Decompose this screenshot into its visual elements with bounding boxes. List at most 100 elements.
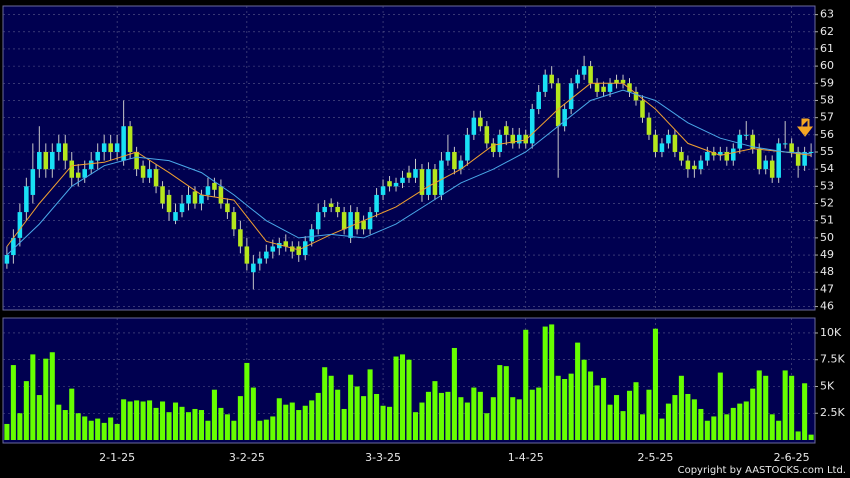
volume-bar: [691, 399, 697, 440]
x-tick-label: 2-6-25: [774, 451, 810, 464]
volume-bar: [594, 385, 600, 440]
candle-body: [348, 212, 353, 238]
candle-body: [328, 203, 334, 207]
y-tick-label: 49: [820, 248, 834, 261]
y-tick-label: 50: [820, 231, 834, 244]
volume-bar: [665, 403, 671, 440]
volume-bar: [646, 389, 652, 440]
volume-bar: [380, 405, 386, 440]
y-tick-label: 51: [820, 214, 834, 227]
candle-body: [309, 229, 314, 242]
candle-body: [802, 151, 807, 166]
volume-bar: [134, 400, 140, 440]
volume-bar: [464, 402, 470, 440]
copyright: Copyright by AASTOCKS.com Ltd.: [678, 465, 846, 476]
candle-body: [497, 134, 503, 152]
volume-bar: [614, 395, 620, 440]
candle-body: [491, 143, 496, 152]
volume-bar: [30, 354, 36, 440]
volume-bar: [10, 365, 16, 440]
candle-body: [510, 134, 516, 144]
volume-bar: [730, 407, 736, 440]
volume-bar: [211, 389, 217, 440]
candle-body: [795, 151, 801, 166]
volume-bar: [633, 382, 639, 440]
candle-body: [763, 160, 768, 170]
volume-bar: [438, 392, 444, 440]
volume-bar: [685, 393, 691, 440]
candle-body: [705, 151, 710, 161]
volume-bar: [510, 397, 516, 440]
volume-bar: [529, 389, 535, 440]
volume-bar: [406, 359, 412, 440]
candle-body: [698, 160, 704, 170]
candle-body: [199, 194, 204, 204]
volume-bar: [17, 413, 23, 440]
candle-body: [302, 241, 308, 256]
volume-bar: [484, 413, 490, 440]
candle-body: [439, 160, 444, 195]
volume-bar: [808, 434, 814, 440]
candle-body: [361, 220, 366, 230]
y-tick-label: 52: [820, 197, 834, 210]
candle-body: [296, 246, 302, 256]
candle-body: [666, 134, 671, 144]
volume-bar: [542, 326, 548, 440]
volume-bar: [672, 395, 678, 440]
volume-bar: [108, 417, 114, 440]
volume-bar: [69, 388, 75, 440]
volume-bar: [82, 416, 88, 440]
candle-body: [335, 206, 340, 213]
candle-body: [354, 212, 360, 230]
volume-bar: [620, 411, 626, 440]
volume-bar: [56, 404, 62, 440]
volume-bar: [374, 393, 380, 440]
volume-bar: [607, 404, 613, 440]
candle-body: [452, 151, 457, 170]
y-tick-label: 55: [820, 145, 834, 158]
volume-bar: [704, 420, 710, 440]
volume-bar: [309, 400, 315, 440]
volume-bar: [425, 391, 431, 440]
volume-bar: [354, 386, 360, 440]
y-tick-label: 5K: [820, 379, 835, 392]
candle-body: [581, 66, 587, 75]
volume-bar: [743, 401, 749, 440]
volume-bar: [237, 396, 243, 440]
y-tick-label: 62: [820, 25, 834, 38]
volume-bar: [717, 372, 723, 440]
volume-bar: [367, 369, 373, 440]
candle-body: [607, 83, 613, 92]
candle-body: [95, 151, 100, 161]
volume-bar: [172, 402, 179, 440]
y-tick-label: 10K: [820, 326, 842, 339]
volume-bar: [555, 375, 561, 440]
candle-body: [731, 148, 736, 161]
volume-bar: [250, 387, 256, 440]
volume-bar: [43, 358, 49, 440]
candle-body: [166, 194, 172, 213]
candle-body: [692, 165, 697, 170]
y-tick-label: 47: [820, 282, 834, 295]
volume-bar: [445, 391, 451, 440]
candle-body: [4, 255, 10, 264]
candle-body: [114, 143, 120, 152]
volume-bar: [659, 418, 665, 440]
candle-body: [516, 134, 522, 144]
candle-body: [471, 117, 477, 135]
volume-bar: [516, 399, 522, 440]
volume-bar: [361, 396, 367, 440]
volume-bar: [114, 423, 120, 440]
candle-body: [776, 143, 781, 178]
volume-bar: [270, 416, 276, 440]
moving-average: [6, 89, 812, 256]
candle-body: [50, 151, 55, 170]
volume-bar: [549, 324, 555, 440]
candle-body: [484, 126, 490, 144]
candle-body: [179, 203, 185, 213]
y-tick-label: 60: [820, 59, 834, 72]
candle-body: [277, 243, 282, 249]
volume-bar: [458, 397, 464, 440]
candle-body: [426, 169, 431, 195]
